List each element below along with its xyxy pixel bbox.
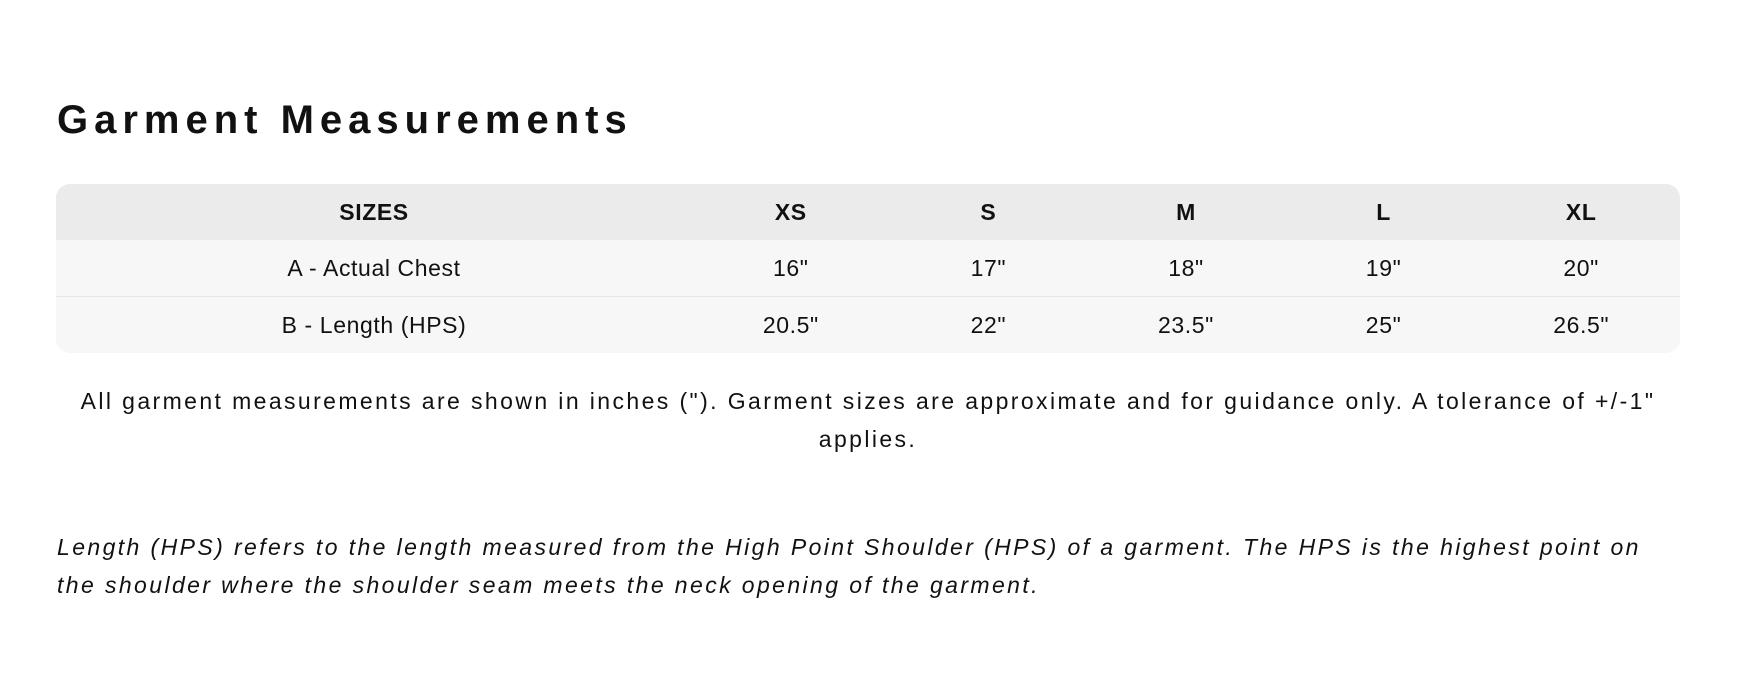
page-title: Garment Measurements [57,98,633,142]
header-cell: L [1376,198,1391,225]
header-cell: S [980,198,997,225]
measurement-note: All garment measurements are shown in in… [80,388,1656,452]
table-cell: 19" [1365,254,1402,281]
table-cell: 20.5" [762,311,819,338]
header-cell: XS [774,198,807,225]
header-cell: M [1176,198,1196,225]
table-cell: 22" [970,311,1007,338]
table-cell: 18" [1168,254,1204,281]
table-cell: 17" [970,254,1007,281]
row-label: A - Actual Chest [287,254,461,281]
hps-definition: Length (HPS) refers to the length measur… [57,534,1641,598]
header-cell: SIZES [339,198,409,225]
table-header-row: SIZES XS S M L XL [56,184,1680,240]
table-row: A - Actual Chest 16" 17" 18" 19" 20" [56,240,1680,296]
table-row: B - Length (HPS) 20.5" 22" 23.5" 25" 26.… [56,296,1680,353]
table-cell: 16" [773,254,809,281]
header-cell: XL [1565,198,1597,225]
table-cell: 20" [1563,254,1599,281]
row-label: B - Length (HPS) [281,311,467,338]
table-cell: 26.5" [1553,311,1610,338]
table-cell: 23.5" [1158,311,1214,338]
table-cell: 25" [1365,311,1402,338]
size-chart-table: SIZES XS S M L XL A - Actual Chest 16" 1… [56,184,1680,353]
